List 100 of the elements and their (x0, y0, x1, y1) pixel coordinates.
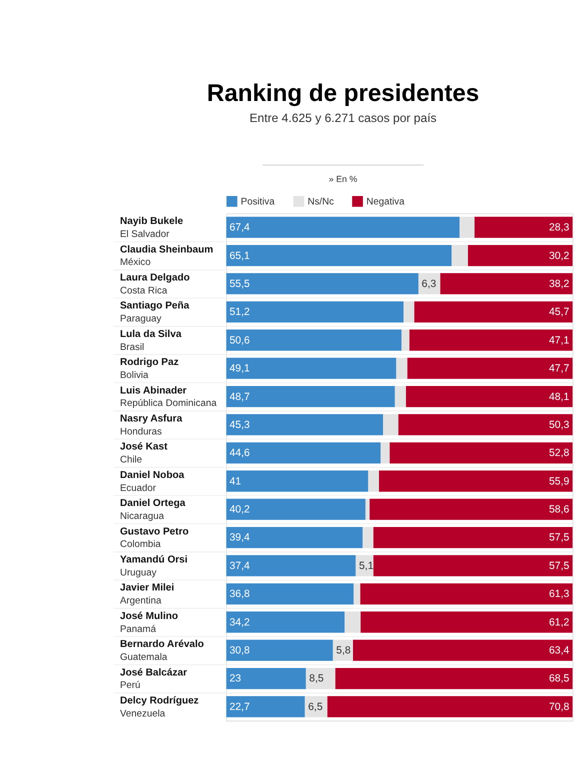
category-label: José Balcázar Perú (120, 667, 188, 692)
data-label: 45,7 (548, 307, 570, 318)
bar (353, 640, 573, 661)
data-label: 58,6 (548, 504, 570, 516)
bar (226, 498, 366, 520)
bar (383, 414, 398, 436)
bar (226, 244, 452, 266)
category-label: Yamandú Orsi Uruguay (120, 554, 188, 578)
data-label: 44,6 (229, 448, 250, 460)
data-label: 38,2 (548, 278, 570, 290)
bar (362, 526, 374, 548)
bar (368, 470, 379, 492)
chart-title: Ranking de presidentes (206, 80, 480, 108)
text: » En % (328, 174, 358, 184)
category-label: Gustavo Petro Colombia (120, 526, 189, 550)
data-label: 50,6 (229, 335, 250, 346)
bar (452, 244, 468, 266)
bar (414, 301, 573, 323)
data-label: 48,1 (548, 392, 570, 403)
data-label: 68,5 (548, 674, 570, 685)
data-label: 55,9 (548, 476, 570, 488)
data-label: 23 (229, 674, 242, 685)
data-label: 61,3 (548, 589, 570, 600)
bar (468, 244, 573, 266)
bar (365, 498, 370, 520)
chart-subtitle: Entre 4.625 y 6.271 casos por país (249, 110, 437, 125)
data-label: 67,4 (229, 222, 250, 234)
data-label: 48,7 (229, 392, 250, 403)
data-label: 6,3 (422, 278, 436, 290)
bar (226, 273, 418, 294)
data-label: 57,5 (548, 532, 570, 544)
bar (360, 612, 573, 633)
bar (226, 442, 381, 464)
bar (398, 414, 573, 436)
data-label: 49,1 (229, 364, 250, 375)
data-label: 34,2 (229, 617, 250, 628)
data-label: 41 (229, 476, 242, 488)
data-label: 37,4 (229, 560, 250, 572)
bar (226, 640, 333, 661)
bar (474, 216, 573, 238)
bar (360, 583, 573, 604)
data-label: 57,5 (548, 560, 570, 572)
category-label: José Kast Chile (120, 442, 168, 466)
bar (304, 696, 328, 718)
data-label: 55,5 (229, 278, 250, 290)
bar (440, 273, 573, 294)
category-label: Daniel Noboa Ecuador (120, 470, 184, 494)
data-label: 30,2 (548, 250, 570, 262)
bar (226, 583, 354, 604)
bar (226, 696, 305, 718)
category-label: Santiago Peña Paraguay (120, 300, 190, 325)
bar (394, 386, 406, 408)
bar (407, 358, 573, 379)
bar (327, 696, 573, 718)
bar (401, 330, 410, 351)
bar (378, 470, 573, 492)
data-label: 30,8 (229, 646, 250, 657)
category-label: Nasry Asfura Honduras (120, 414, 182, 438)
bar (226, 330, 402, 351)
data-label: 39,4 (229, 532, 250, 544)
category-label: Delcy Rodríguez Venezuela (120, 696, 199, 720)
bar (344, 612, 361, 633)
data-label: 45,3 (229, 420, 250, 431)
bar (226, 301, 404, 323)
bar (373, 555, 573, 576)
bar (460, 216, 475, 238)
data-label: 61,2 (548, 617, 570, 628)
bar (226, 358, 396, 379)
data-label: 47,7 (548, 364, 570, 375)
bar (370, 498, 573, 520)
data-label: 40,2 (229, 504, 250, 516)
bar (226, 470, 368, 492)
bar (406, 386, 573, 408)
bar (226, 612, 345, 633)
bar (404, 301, 414, 323)
category-label: Bernardo Arévalo Guatemala (120, 639, 204, 663)
data-label: 5,8 (336, 646, 351, 657)
legend-label: Positiva (240, 196, 276, 208)
category-label: Rodrigo Paz Bolivia (120, 357, 179, 381)
bar (373, 526, 573, 548)
legend-label: Ns/Nc (308, 196, 334, 208)
data-label: 51,2 (229, 307, 250, 318)
bar (396, 358, 408, 379)
bar (226, 555, 356, 576)
data-label: 63,4 (548, 646, 570, 657)
data-label: 22,7 (229, 702, 250, 713)
bar (354, 583, 360, 604)
data-label: 6,5 (308, 702, 323, 713)
data-label: 70,8 (548, 702, 570, 713)
bar (306, 668, 336, 690)
bar (380, 442, 390, 464)
bar (335, 668, 573, 690)
category-label: Laura Delgado Costa Rica (120, 272, 190, 296)
bar (226, 386, 395, 408)
data-label: 52,8 (548, 448, 570, 460)
category-label: José Mulino Panamá (120, 610, 178, 635)
data-label: 8,5 (309, 674, 324, 685)
legend-label: Negativa (366, 196, 406, 208)
data-label: 65,1 (229, 250, 250, 262)
data-label: 28,3 (548, 222, 570, 234)
